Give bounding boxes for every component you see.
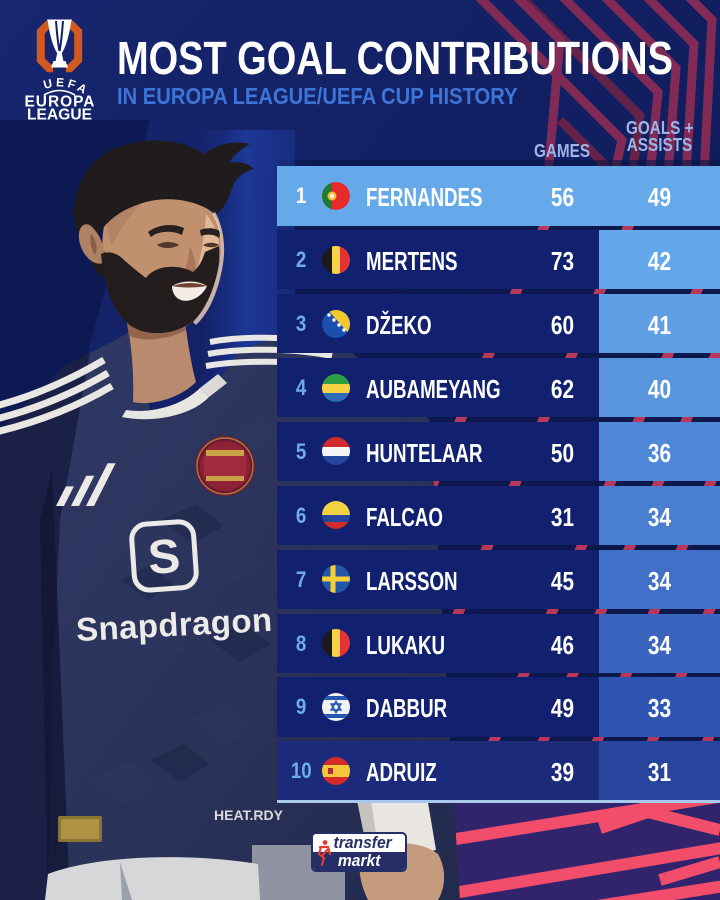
svg-text:S: S — [146, 530, 182, 585]
svg-text:LEAGUE: LEAGUE — [27, 107, 92, 124]
svg-text:EUROPA: EUROPA — [25, 94, 95, 111]
svg-text:HEAT.RDY: HEAT.RDY — [214, 807, 284, 823]
